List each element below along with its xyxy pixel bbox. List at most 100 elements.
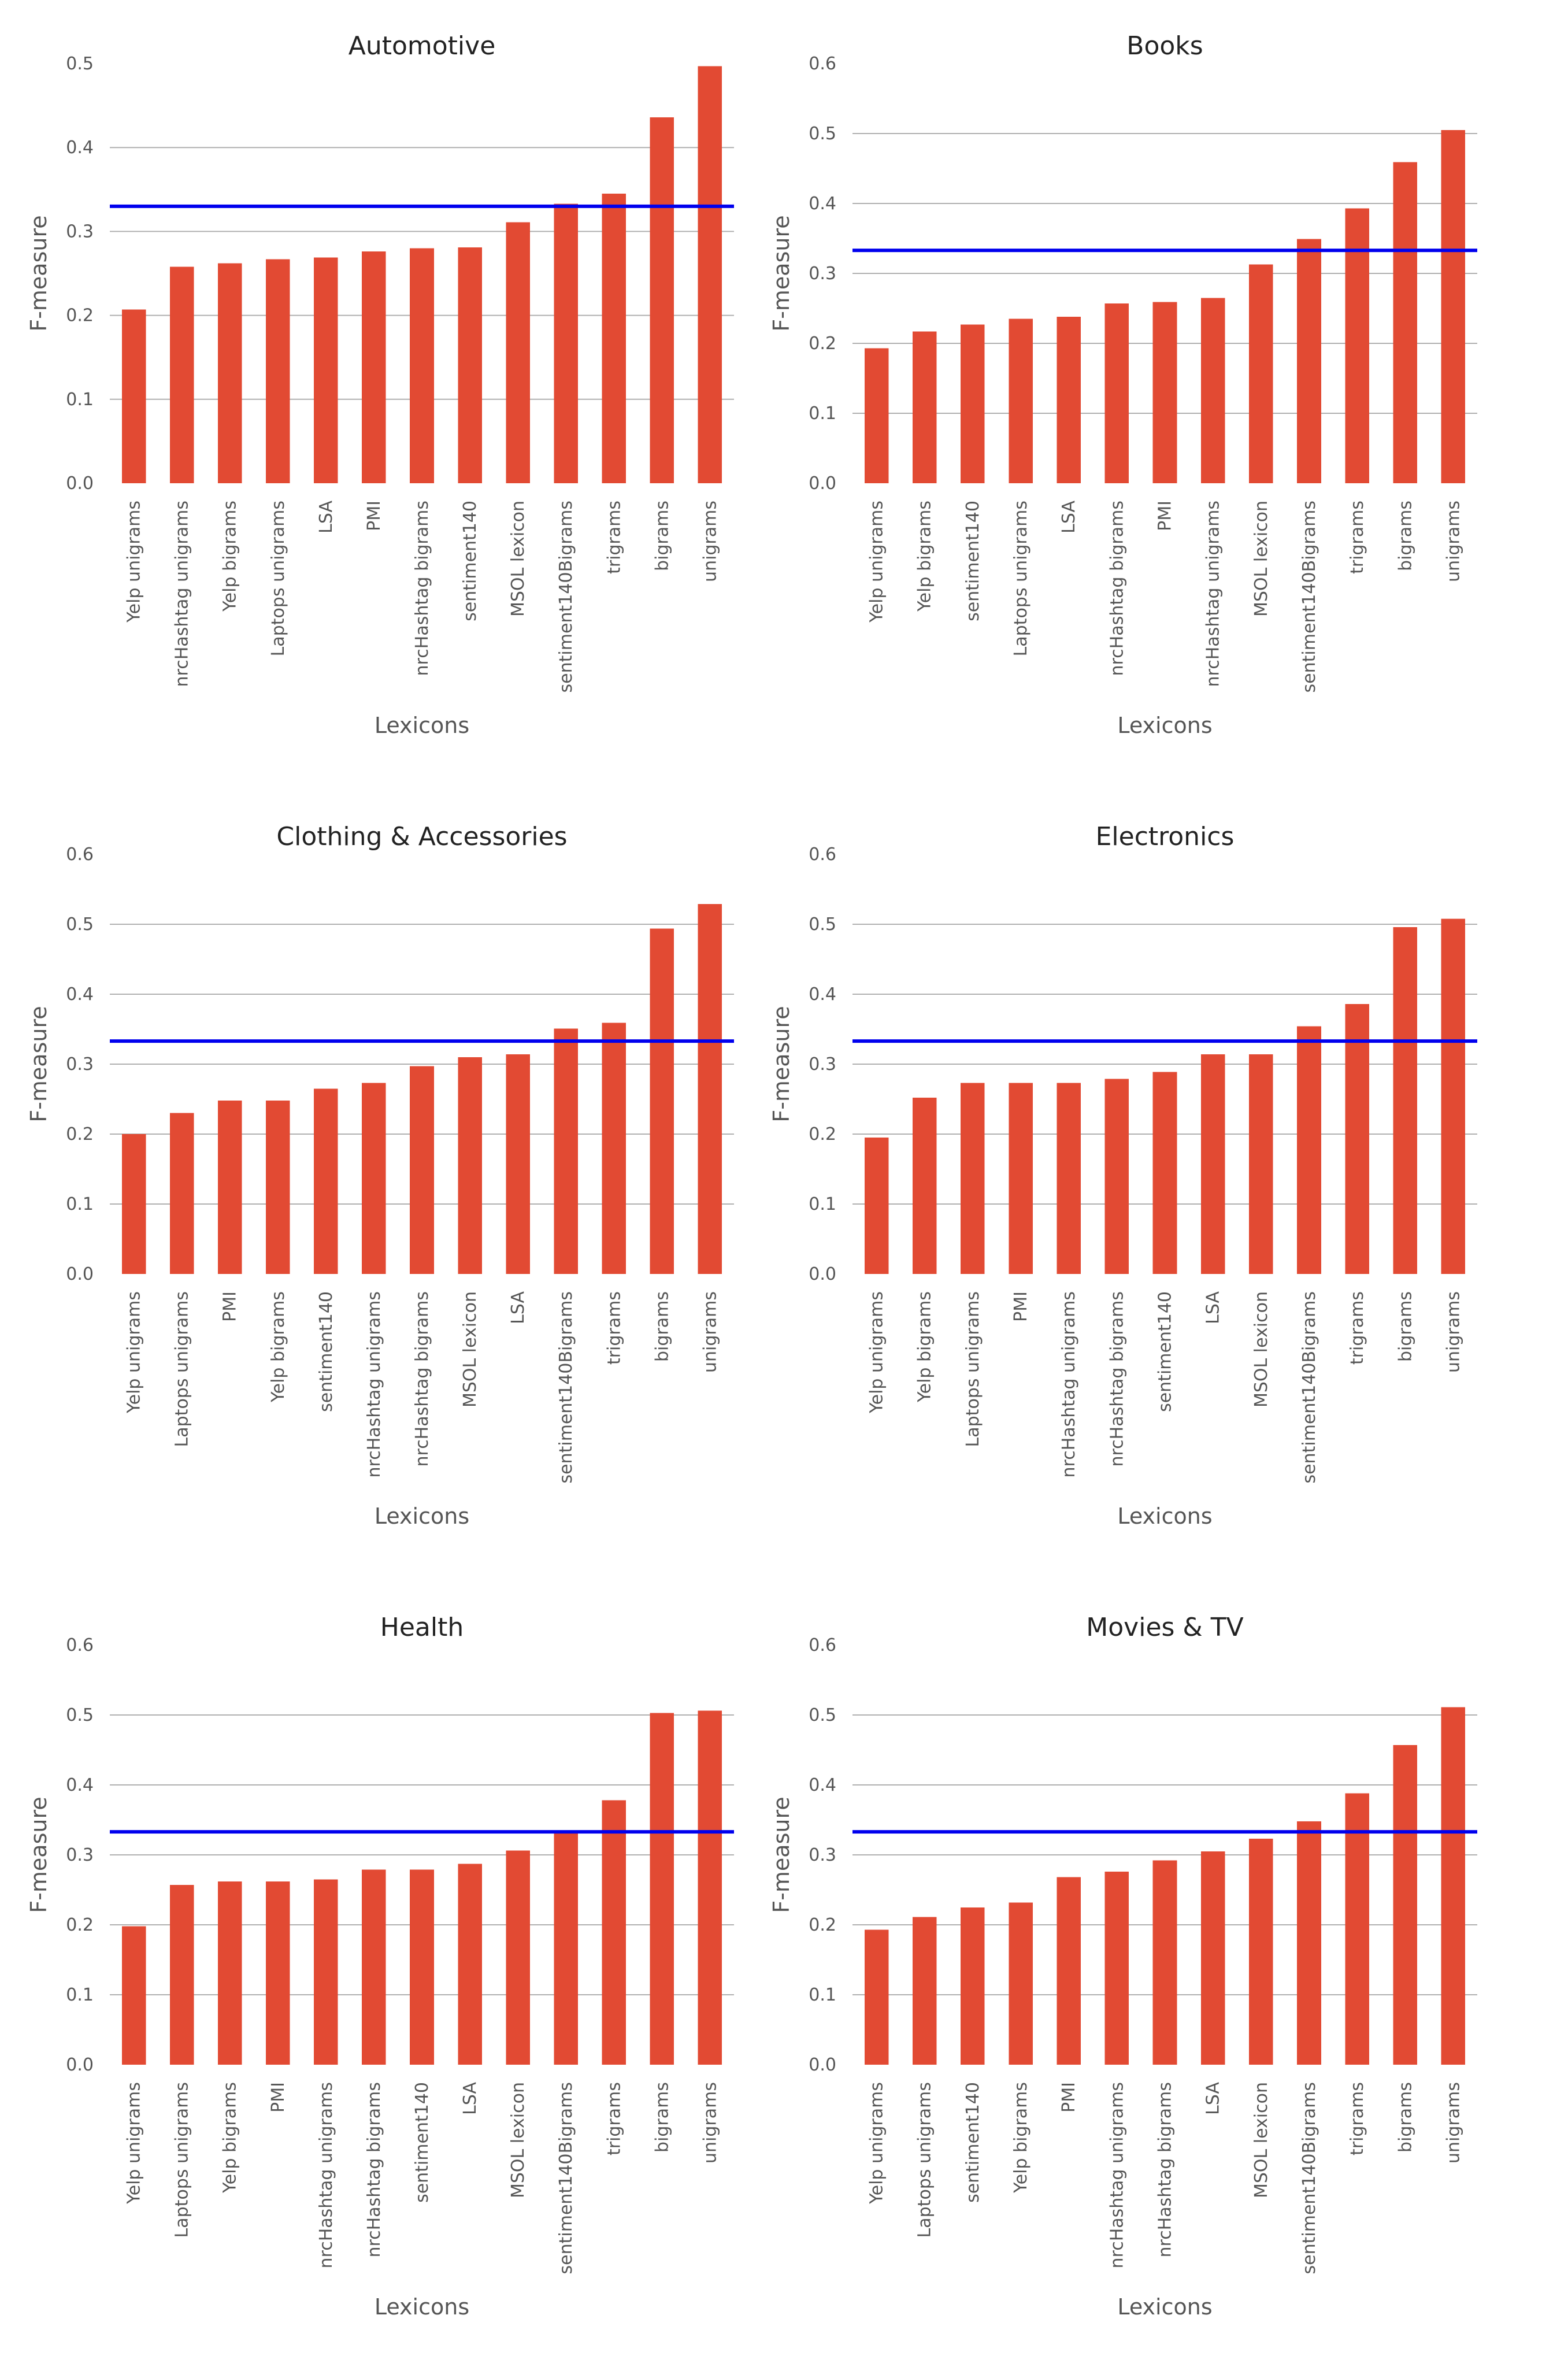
x-tick-label: Laptops unigrams <box>963 1291 983 1447</box>
bar <box>1249 264 1273 483</box>
bar <box>1153 1861 1177 2065</box>
chart-panel-3: Electronics0.00.10.20.30.40.50.6Yelp uni… <box>769 822 1477 1529</box>
chart-title: Books <box>1126 31 1203 61</box>
x-tick-label: PMI <box>1155 501 1176 531</box>
bar <box>698 904 722 1274</box>
bar <box>698 1711 722 2065</box>
x-tick-label: nrcHashtag unigrams <box>1059 1291 1079 1477</box>
x-tick-label: Yelp unigrams <box>867 2082 887 2205</box>
y-tick-label: 0.5 <box>809 1705 836 1725</box>
x-tick-label: Yelp bigrams <box>915 1291 935 1403</box>
y-tick-label: 0.4 <box>66 984 94 1005</box>
x-tick-label: Yelp unigrams <box>867 501 887 623</box>
x-tick-label: nrcHashtag bigrams <box>412 501 432 676</box>
x-tick-label: sentiment140 <box>460 501 480 621</box>
bar <box>1105 1079 1129 1274</box>
x-tick-label: nrcHashtag bigrams <box>1107 1291 1127 1467</box>
bar <box>1201 1054 1225 1274</box>
x-tick-label: PMI <box>364 501 384 531</box>
x-tick-label: sentiment140 <box>412 2082 432 2203</box>
x-axis-label: Lexicons <box>1117 1503 1212 1529</box>
x-tick-label: Laptops unigrams <box>172 2082 192 2238</box>
bar <box>554 1831 578 2065</box>
bar <box>1297 239 1321 483</box>
x-tick-label: sentiment140 <box>963 501 983 621</box>
x-axis-label: Lexicons <box>1117 713 1212 738</box>
x-tick-label: sentiment140 <box>316 1291 336 1412</box>
chart-title: Automotive <box>349 31 496 61</box>
chart-panel-5: Movies & TV 0.0 0.1 0.2 0.3 0.4 0.5 0.6 Yelp uni… <box>769 1613 1477 2320</box>
y-tick-label: 0.3 <box>66 1054 94 1075</box>
y-tick-label: 0.2 <box>809 1915 836 1935</box>
y-tick-label: 0.0 <box>809 473 836 494</box>
bar <box>506 222 530 483</box>
bar <box>554 1028 578 1274</box>
x-tick-label: unigrams <box>700 2082 720 2164</box>
y-tick-label: 0.2 <box>66 306 94 326</box>
x-tick-label: Yelp unigrams <box>867 1291 887 1414</box>
bar <box>650 928 674 1274</box>
y-tick-label: 0.5 <box>809 124 836 144</box>
x-tick-label: sentiment140Bigrams <box>1299 501 1319 692</box>
x-tick-label: sentiment140 <box>1155 1291 1176 1412</box>
y-tick-label: 0.6 <box>66 1635 94 1655</box>
bar <box>1201 1851 1225 2065</box>
y-tick-label: 0.5 <box>809 914 836 935</box>
bar <box>1057 317 1081 483</box>
x-tick-label: LSA <box>460 2082 480 2115</box>
bar <box>218 264 242 483</box>
x-tick-label: trigrams <box>1347 2082 1367 2155</box>
x-tick-label: unigrams <box>1443 2082 1463 2164</box>
y-tick-label: 0.1 <box>66 1194 94 1214</box>
x-tick-label: Yelp unigrams <box>124 501 144 623</box>
y-tick-label: 0.3 <box>66 1845 94 1865</box>
x-tick-label: bigrams <box>652 1291 672 1362</box>
y-axis-label: F-measure <box>769 1796 794 1913</box>
y-tick-label: 0.6 <box>809 54 836 74</box>
bar <box>1153 302 1177 483</box>
y-tick-label: 0.1 <box>809 1194 836 1214</box>
x-tick-label: sentiment140Bigrams <box>1299 2082 1319 2274</box>
y-tick-label: 0.4 <box>66 1775 94 1795</box>
x-tick-label: sentiment140Bigrams <box>1299 1291 1319 1483</box>
x-tick-label: bigrams <box>652 501 672 571</box>
bar <box>961 1907 985 2065</box>
x-tick-label: unigrams <box>1443 501 1463 582</box>
y-tick-label: 0.1 <box>809 403 836 424</box>
x-tick-label: bigrams <box>652 2082 672 2153</box>
y-tick-label: 0.2 <box>809 1124 836 1144</box>
y-tick-label: 0.2 <box>66 1124 94 1144</box>
x-tick-label: nrcHashtag bigrams <box>1107 501 1127 676</box>
bar <box>913 1917 937 2065</box>
y-tick-label: 0.3 <box>809 1054 836 1075</box>
bar <box>458 1864 482 2065</box>
bar <box>362 1083 386 1274</box>
x-tick-label: unigrams <box>700 1291 720 1373</box>
bar <box>1297 1027 1321 1274</box>
x-tick-label: MSOL lexicon <box>508 501 528 617</box>
x-tick-label: PMI <box>1011 1291 1031 1322</box>
x-tick-label: unigrams <box>700 501 720 582</box>
bar <box>410 248 434 483</box>
bar <box>1393 1745 1417 2065</box>
x-tick-label: Yelp unigrams <box>124 1291 144 1414</box>
x-tick-label: Yelp bigrams <box>268 1291 288 1403</box>
bar <box>506 1851 530 2065</box>
bar <box>1393 162 1417 483</box>
bar <box>170 1885 194 2065</box>
x-tick-label: Yelp bigrams <box>915 501 935 612</box>
bar <box>1441 918 1466 1274</box>
bar <box>602 1801 627 2065</box>
y-tick-label: 0.1 <box>66 1985 94 2005</box>
x-tick-label: bigrams <box>1395 501 1415 571</box>
x-axis-label: Lexicons <box>375 713 469 738</box>
y-axis-label: F-measure <box>26 215 51 331</box>
bar <box>602 1023 627 1274</box>
x-tick-label: sentiment140Bigrams <box>556 1291 576 1483</box>
x-tick-label: nrcHashtag unigrams <box>172 501 192 687</box>
x-axis-label: Lexicons <box>1117 2294 1212 2320</box>
y-tick-label: 0.6 <box>66 844 94 865</box>
bar <box>122 1926 146 2065</box>
chart-panel-1: Books 0.0 0.1 0.2 0.3 0.4 0.5 0.6 Yelp unigrams Y… <box>769 31 1477 738</box>
x-tick-label: unigrams <box>1443 1291 1463 1373</box>
